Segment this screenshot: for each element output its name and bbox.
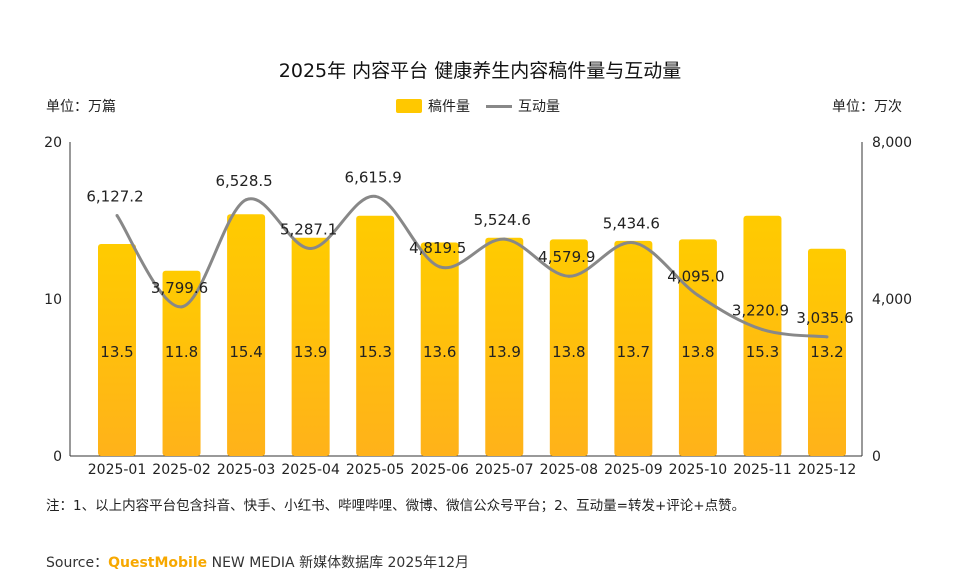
source-rest: NEW MEDIA 新媒体数据库 2025年12月 [207, 555, 469, 571]
bar-value-label: 13.8 [681, 343, 714, 361]
line-point [696, 293, 700, 297]
right-tick-label: 0 [872, 449, 881, 465]
line-point [309, 246, 313, 250]
legend-bar-swatch [396, 99, 422, 113]
x-tick-label: 2025-10 [669, 462, 728, 478]
line-value-label: 5,434.6 [603, 215, 660, 233]
right-tick-label: 8,000 [872, 135, 912, 151]
line-value-label: 3,035.6 [796, 309, 853, 327]
line-value-label: 6,127.2 [86, 188, 143, 206]
bar-value-label: 13.7 [617, 343, 650, 361]
x-tick-label: 2025-12 [798, 462, 857, 478]
bar-value-label: 15.3 [358, 343, 391, 361]
line-value-label: 6,528.5 [215, 172, 272, 190]
bar-value-label: 13.8 [552, 343, 585, 361]
bar [808, 248, 846, 456]
line-point [373, 194, 377, 198]
bar [678, 239, 717, 456]
x-tick-label: 2025-08 [540, 462, 599, 478]
line-value-label: 4,095.0 [667, 267, 724, 285]
line-value-label: 6,615.9 [345, 168, 402, 186]
line-point [438, 265, 442, 269]
bar-value-label: 15.3 [746, 343, 779, 361]
bar-value-label: 11.8 [165, 343, 198, 361]
x-tick-label: 2025-01 [88, 462, 147, 478]
bar [162, 270, 201, 456]
line-value-label: 4,579.9 [538, 248, 595, 266]
bar [356, 215, 395, 456]
x-tick-label: 2025-07 [475, 462, 534, 478]
footnote: 注：1、以上内容平台包含抖音、快手、小红书、哔哩哔哩、微博、微信公众号平台；2、… [46, 498, 746, 514]
right-tick-label: 4,000 [872, 292, 912, 308]
bar-value-label: 13.6 [423, 343, 456, 361]
bar-value-label: 13.9 [488, 343, 521, 361]
left-tick-label: 10 [44, 292, 62, 308]
source-brand: QuestMobile [108, 555, 208, 571]
chart-title: 2025年 内容平台 健康养生内容稿件量与互动量 [278, 60, 682, 82]
line-point [631, 241, 635, 245]
legend: 稿件量 互动量 [396, 96, 560, 116]
bar [98, 244, 136, 456]
line-point [567, 274, 571, 278]
line-value-label: 3,799.6 [151, 279, 208, 297]
bar [420, 242, 459, 456]
bar [227, 214, 266, 456]
line-value-label: 4,819.5 [409, 239, 466, 257]
line-point [115, 214, 119, 218]
left-tick-label: 20 [44, 135, 62, 151]
left-axis-unit: 单位：万篇 [46, 99, 116, 115]
x-tick-label: 2025-02 [152, 462, 211, 478]
left-tick-label: 0 [53, 449, 62, 465]
bar [291, 237, 330, 456]
x-tick-label: 2025-06 [410, 462, 469, 478]
line-point [502, 237, 506, 241]
legend-line-label: 互动量 [518, 99, 560, 115]
bar-value-label: 13.9 [294, 343, 327, 361]
line-value-label: 5,524.6 [474, 211, 531, 229]
bar-value-label: 13.2 [810, 343, 843, 361]
x-tick-label: 2025-04 [281, 462, 340, 478]
x-tick-label: 2025-03 [217, 462, 276, 478]
line-point [244, 198, 248, 202]
legend-line-swatch [486, 104, 512, 108]
right-axis-unit: 单位：万次 [832, 99, 902, 115]
line-value-label: 5,287.1 [280, 220, 337, 238]
line-point [825, 335, 829, 339]
bar-value-label: 15.4 [229, 343, 262, 361]
bar [614, 240, 653, 456]
x-tick-label: 2025-11 [733, 462, 792, 478]
x-tick-label: 2025-05 [346, 462, 405, 478]
line-point [760, 328, 764, 332]
legend-bar-label: 稿件量 [428, 99, 470, 115]
source-line: Source：QuestMobile NEW MEDIA 新媒体数据库 2025… [46, 552, 469, 572]
bar [743, 215, 782, 456]
line-value-label: 3,220.9 [732, 302, 789, 320]
source-prefix: Source： [46, 555, 109, 571]
bar [485, 237, 524, 456]
bar [549, 239, 588, 456]
x-tick-label: 2025-09 [604, 462, 663, 478]
bar-value-label: 13.5 [100, 343, 133, 361]
line-point [180, 305, 184, 309]
